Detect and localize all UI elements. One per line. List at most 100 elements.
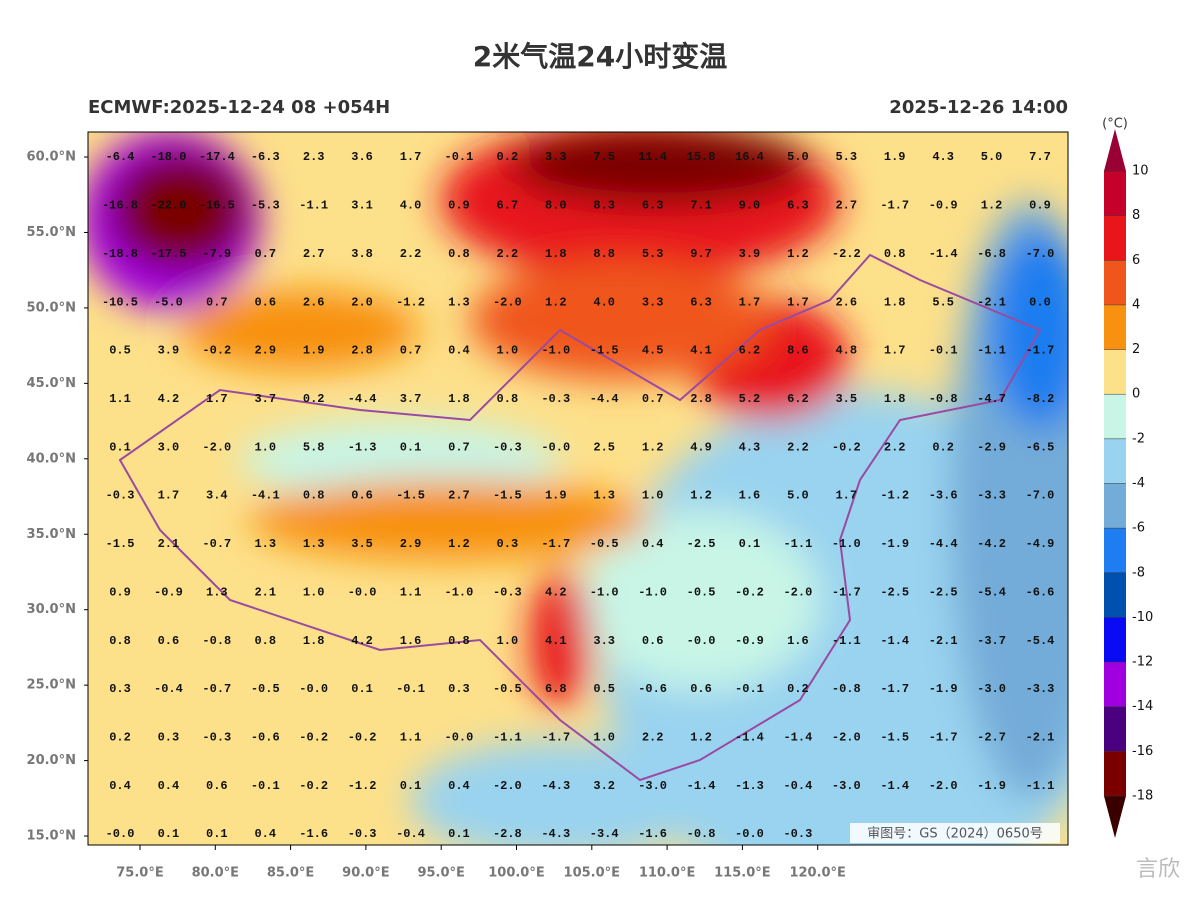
grid-value: -3.3 [1026, 682, 1055, 696]
grid-value: 1.7 [835, 489, 857, 503]
grid-value: 1.1 [400, 585, 422, 599]
lon-label: 100.0°E [488, 866, 545, 881]
grid-value: -1.4 [880, 634, 909, 648]
grid-value: -0.5 [251, 682, 280, 696]
grid-value: 2.0 [351, 295, 373, 309]
colorbar-segment [1104, 662, 1126, 707]
grid-value: -18.0 [150, 150, 186, 164]
grid-value: 0.6 [351, 489, 373, 503]
grid-value: 6.7 [497, 199, 519, 213]
lon-label: 90.0°E [342, 866, 389, 881]
grid-value: -2.2 [832, 247, 861, 261]
grid-value: -1.6 [638, 827, 667, 841]
frame [87, 131, 1069, 846]
colorbar-label: -10 [1132, 610, 1153, 625]
colorbar-label: -2 [1132, 431, 1145, 446]
colorbar-label: -14 [1132, 699, 1153, 714]
grid-value: 0.8 [303, 489, 325, 503]
grid-value: 1.7 [158, 489, 180, 503]
grid-value: 11.4 [638, 150, 667, 164]
colorbar-segment [1104, 706, 1126, 752]
colorbar-segment [1104, 171, 1126, 216]
grid-value: 0.4 [642, 537, 664, 551]
grid-value: 3.4 [206, 489, 228, 503]
grid-value: -0.7 [202, 682, 231, 696]
grid-value: 0.2 [497, 150, 519, 164]
grid-value: 4.2 [158, 392, 180, 406]
grid-value: -6.6 [1026, 585, 1055, 599]
grid-value: -0.3 [348, 827, 377, 841]
lon-label: 110.0°E [639, 866, 696, 881]
grid-value: 1.8 [303, 634, 325, 648]
grid-value: 1.9 [303, 344, 325, 358]
grid-value: -8.2 [1026, 392, 1055, 406]
grid-value: -1.0 [541, 344, 570, 358]
colorbar-segment [1104, 751, 1126, 796]
grid-value: 1.0 [254, 440, 276, 454]
grid-value: 0.1 [351, 682, 373, 696]
grid-value: -4.3 [541, 779, 570, 793]
grid-value: 3.2 [593, 779, 615, 793]
grid-value: 0.8 [497, 392, 519, 406]
grid-value: 0.8 [448, 634, 470, 648]
grid-value: 1.7 [400, 150, 422, 164]
grid-value: -6.3 [251, 150, 280, 164]
grid-value: 1.2 [690, 730, 712, 744]
grid-value: 0.1 [400, 779, 422, 793]
grid-value: 2.7 [448, 489, 470, 503]
grid-value: -1.7 [541, 537, 570, 551]
grid-value: 7.7 [1029, 150, 1051, 164]
grid-value: 4.0 [400, 199, 422, 213]
colorbar-label: -8 [1132, 565, 1145, 580]
grid-value: -3.7 [977, 634, 1006, 648]
grid-value: 2.2 [642, 730, 664, 744]
grid-value: 4.3 [739, 440, 761, 454]
grid-value: 1.0 [497, 344, 519, 358]
grid-value: -1.7 [832, 585, 861, 599]
colorbar-unit: (°C) [1102, 117, 1128, 132]
grid-value: -0.0 [735, 827, 764, 841]
grid-value: -2.0 [493, 779, 522, 793]
grid-value: 0.8 [109, 634, 131, 648]
grid-value: -2.0 [832, 730, 861, 744]
grid-value: 1.0 [497, 634, 519, 648]
grid-value: 1.8 [545, 247, 567, 261]
grid-value: -7.0 [1026, 247, 1055, 261]
grid-value: -4.1 [251, 489, 280, 503]
grid-value: -4.4 [348, 392, 377, 406]
colorbar-label: -12 [1132, 655, 1153, 670]
grid-value: -16.8 [102, 199, 138, 213]
grid-value: -5.4 [1026, 634, 1055, 648]
grid-value: -0.3 [202, 730, 231, 744]
grid-value: 0.6 [642, 634, 664, 648]
grid-value: 0.9 [109, 585, 131, 599]
grid-value: -1.2 [348, 779, 377, 793]
grid-value: 6.3 [787, 199, 809, 213]
grid-value: -16.5 [199, 199, 235, 213]
grid-value: 0.2 [787, 682, 809, 696]
grid-value: 5.0 [787, 150, 809, 164]
grid-value: -0.1 [445, 150, 474, 164]
grid-value: 3.3 [545, 150, 567, 164]
grid-value: 4.3 [932, 150, 954, 164]
grid-value: -0.8 [832, 682, 861, 696]
grid-value: 0.7 [448, 440, 470, 454]
grid-value: 2.5 [593, 440, 615, 454]
grid-value: -1.5 [106, 537, 135, 551]
grid-value: -1.1 [1026, 779, 1055, 793]
grid-value: 2.8 [690, 392, 712, 406]
grid-value: -0.6 [251, 730, 280, 744]
grid-value: -1.1 [977, 344, 1006, 358]
lon-label: 120.0°E [789, 866, 846, 881]
grid-value: -3.0 [638, 779, 667, 793]
colorbar-label: -18 [1132, 788, 1153, 803]
grid-value: 4.9 [690, 440, 712, 454]
grid-value: -1.7 [880, 682, 909, 696]
grid-value: -0.1 [735, 682, 764, 696]
grid-value: 2.1 [254, 585, 276, 599]
grid-value: -18.8 [102, 247, 138, 261]
lat-label: 25.0°N [27, 678, 76, 693]
grid-value: 3.6 [351, 150, 373, 164]
lat-label: 30.0°N [27, 602, 76, 617]
grid-value: 0.1 [109, 440, 131, 454]
